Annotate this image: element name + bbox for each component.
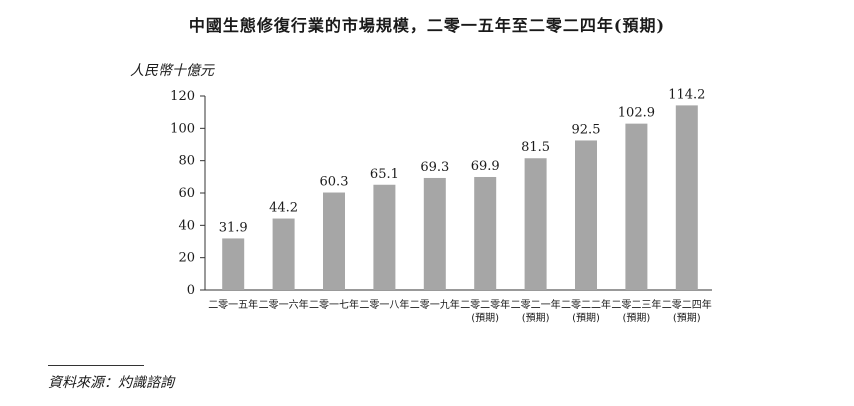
x-tick-label: (預期): [673, 312, 701, 324]
bar: [323, 192, 345, 290]
bar-value-label: 92.5: [572, 122, 601, 137]
x-tick-label: 二零二四年: [662, 298, 712, 311]
bar-value-label: 81.5: [521, 140, 550, 155]
y-tick-label: 80: [178, 154, 195, 169]
y-axis-label: 人民幣十億元: [130, 63, 214, 79]
source-divider: [48, 365, 144, 366]
x-tick-label: 二零一五年: [208, 298, 258, 311]
x-tick-label: 二零二零年: [460, 298, 510, 311]
bar-value-label: 69.3: [420, 160, 449, 175]
chart-title: 中國生態修復行業的市場規模，二零一五年至二零二四年(預期): [188, 16, 666, 35]
x-tick-label: 二零一九年: [410, 298, 460, 311]
bar-value-label: 60.3: [320, 175, 349, 190]
bar: [524, 158, 547, 290]
y-tick-label: 20: [178, 251, 195, 266]
x-tick-label: 二零一七年: [309, 298, 359, 311]
x-tick-label: 二零二三年: [611, 298, 661, 311]
bar-value-label: 114.2: [668, 87, 705, 102]
bar: [222, 238, 245, 290]
bar-value-label: 31.9: [219, 220, 248, 235]
y-tick-label: 0: [187, 283, 195, 298]
bar: [625, 123, 648, 291]
bar: [575, 140, 597, 290]
x-tick-label: 二零二一年: [511, 298, 561, 311]
bar-value-label: 65.1: [370, 167, 399, 182]
bar: [675, 105, 698, 290]
bar-value-label: 44.2: [269, 201, 298, 216]
x-tick-label: 二零二二年: [561, 298, 611, 311]
y-tick-label: 60: [178, 186, 195, 201]
y-tick-label: 120: [170, 89, 195, 104]
x-tick-label: (預期): [572, 312, 600, 324]
x-tick-label: (預期): [622, 312, 650, 324]
y-tick-label: 100: [170, 121, 195, 136]
bar: [272, 218, 295, 290]
bar-value-label: 69.9: [471, 159, 500, 174]
x-tick-label: 二零一六年: [259, 298, 309, 311]
x-tick-label: (預期): [471, 312, 499, 324]
x-tick-label: (預期): [522, 312, 550, 324]
x-tick-label: 二零一八年: [359, 298, 409, 311]
bar: [373, 184, 396, 290]
bar: [423, 177, 446, 290]
bar-value-label: 102.9: [618, 106, 655, 121]
y-tick-label: 40: [178, 218, 195, 233]
source-note: 資料來源：灼識諮詢: [48, 375, 174, 391]
bar: [474, 176, 497, 290]
